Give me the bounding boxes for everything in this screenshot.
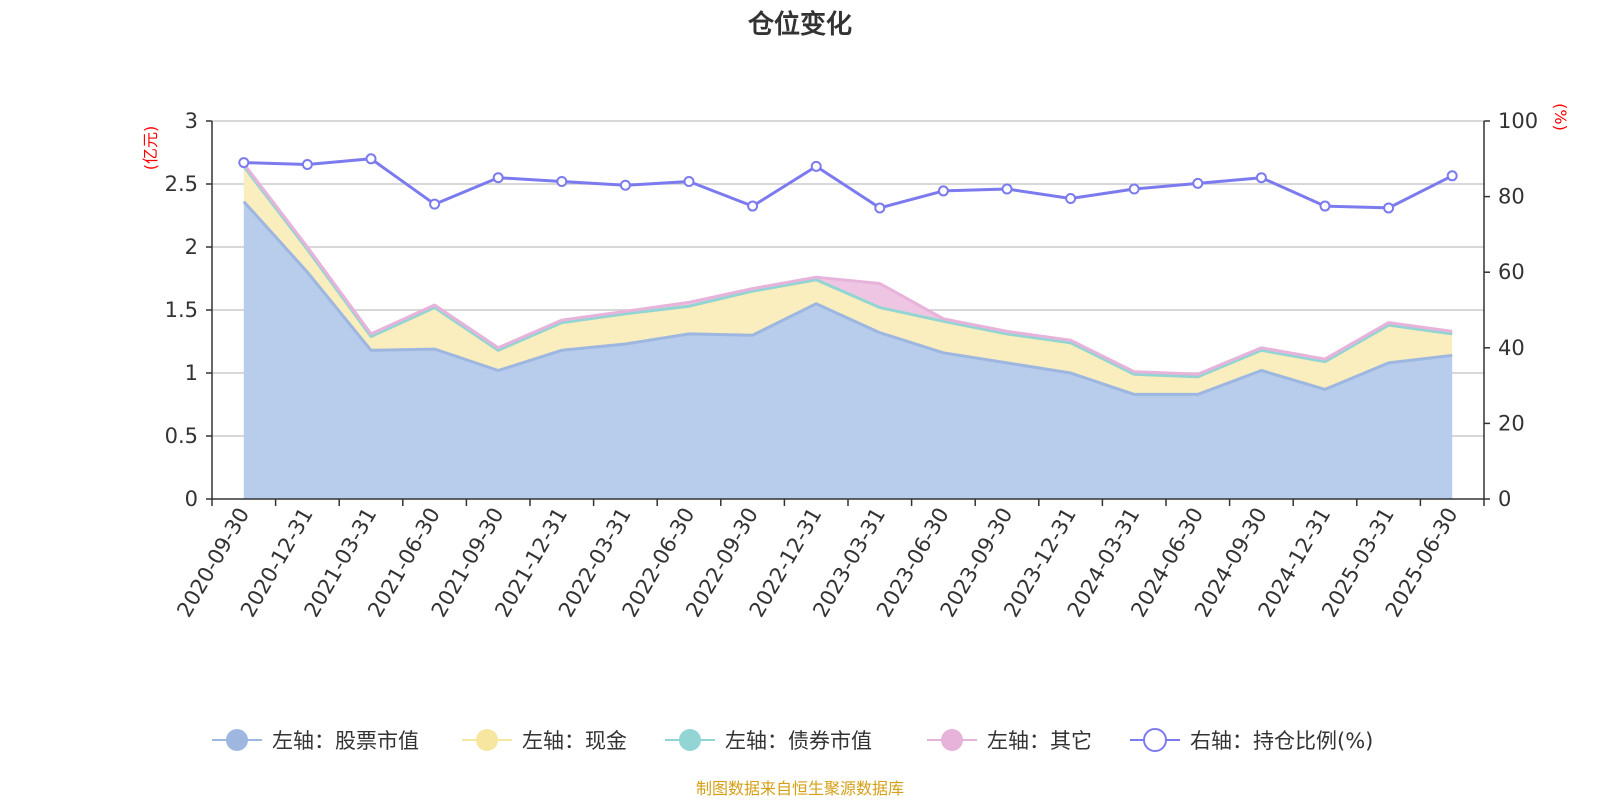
data-point bbox=[810, 160, 822, 172]
data-point bbox=[747, 200, 759, 212]
data-point bbox=[365, 153, 377, 165]
data-point bbox=[238, 157, 250, 169]
data-point bbox=[683, 175, 695, 187]
right-axis-tick-label: 80 bbox=[1498, 185, 1525, 209]
legend-marker bbox=[1143, 728, 1167, 752]
legend[interactable]: 左轴：股票市值 左轴：现金 左轴：债券市值 左轴：其它 右轴：持仓比例(%) bbox=[212, 728, 1373, 753]
area-outline-左轴：其它 bbox=[242, 162, 1453, 376]
right-axis-tick-label: 40 bbox=[1498, 336, 1525, 360]
right-axis-tick-label: 60 bbox=[1498, 260, 1525, 284]
left-axis-unit: (亿元) bbox=[141, 126, 160, 171]
right-axis-tick-label: 0 bbox=[1498, 487, 1511, 511]
legend-item[interactable]: 左轴：其它 bbox=[927, 729, 1092, 753]
left-axis-tick-label: 1.5 bbox=[165, 298, 198, 322]
left-axis-tick-label: 2.5 bbox=[165, 172, 198, 196]
legend-label: 右轴：持仓比例(%) bbox=[1190, 729, 1373, 753]
left-axis-tick-label: 3 bbox=[185, 109, 198, 133]
left-axis-tick-label: 1 bbox=[185, 361, 198, 385]
chart-title: 仓位变化 bbox=[747, 9, 852, 40]
data-point bbox=[937, 185, 949, 197]
legend-marker bbox=[679, 729, 701, 751]
left-axis-tick-label: 0 bbox=[185, 487, 198, 511]
data-point bbox=[619, 179, 631, 191]
legend-item[interactable]: 左轴：现金 bbox=[462, 729, 627, 753]
left-axis-tick-label: 0.5 bbox=[165, 424, 198, 448]
legend-marker bbox=[941, 729, 963, 751]
stacked-areas bbox=[242, 162, 1453, 499]
data-point bbox=[301, 158, 313, 170]
data-point bbox=[429, 198, 441, 210]
legend-label: 左轴：其它 bbox=[987, 729, 1092, 753]
legend-item[interactable]: 右轴：持仓比例(%) bbox=[1130, 728, 1373, 753]
area-outline-左轴：债券市值 bbox=[242, 165, 1453, 379]
data-point bbox=[1001, 183, 1013, 195]
legend-label: 左轴：现金 bbox=[522, 729, 627, 753]
legend-marker bbox=[226, 729, 248, 751]
data-point bbox=[492, 172, 504, 184]
line-右轴：持仓比例(%) bbox=[243, 157, 1453, 210]
area-左轴：现金 bbox=[243, 166, 1453, 395]
data-point bbox=[1128, 183, 1140, 195]
legend-marker bbox=[476, 729, 498, 751]
data-point bbox=[1065, 192, 1077, 204]
right-axis-unit: (%) bbox=[1551, 103, 1570, 131]
data-point bbox=[1319, 200, 1331, 212]
data-point bbox=[1192, 177, 1204, 189]
data-point bbox=[1255, 172, 1267, 184]
legend-item[interactable]: 左轴：股票市值 bbox=[212, 729, 419, 753]
data-point bbox=[1383, 202, 1395, 214]
data-point bbox=[1446, 170, 1458, 182]
legend-label: 左轴：债券市值 bbox=[725, 729, 872, 753]
legend-item[interactable]: 左轴：债券市值 bbox=[665, 729, 872, 753]
series-lines bbox=[238, 153, 1458, 214]
area-左轴：股票市值 bbox=[243, 201, 1453, 499]
right-axis-tick-label: 20 bbox=[1498, 411, 1525, 435]
data-point bbox=[874, 202, 886, 214]
source-note: 制图数据来自恒生聚源数据库 bbox=[696, 779, 904, 798]
data-point bbox=[556, 175, 568, 187]
left-axis-tick-label: 2 bbox=[185, 235, 198, 259]
area-outline-左轴：股票市值 bbox=[242, 200, 1453, 396]
legend-label: 左轴：股票市值 bbox=[272, 729, 419, 753]
right-axis-tick-label: 100 bbox=[1498, 109, 1538, 133]
